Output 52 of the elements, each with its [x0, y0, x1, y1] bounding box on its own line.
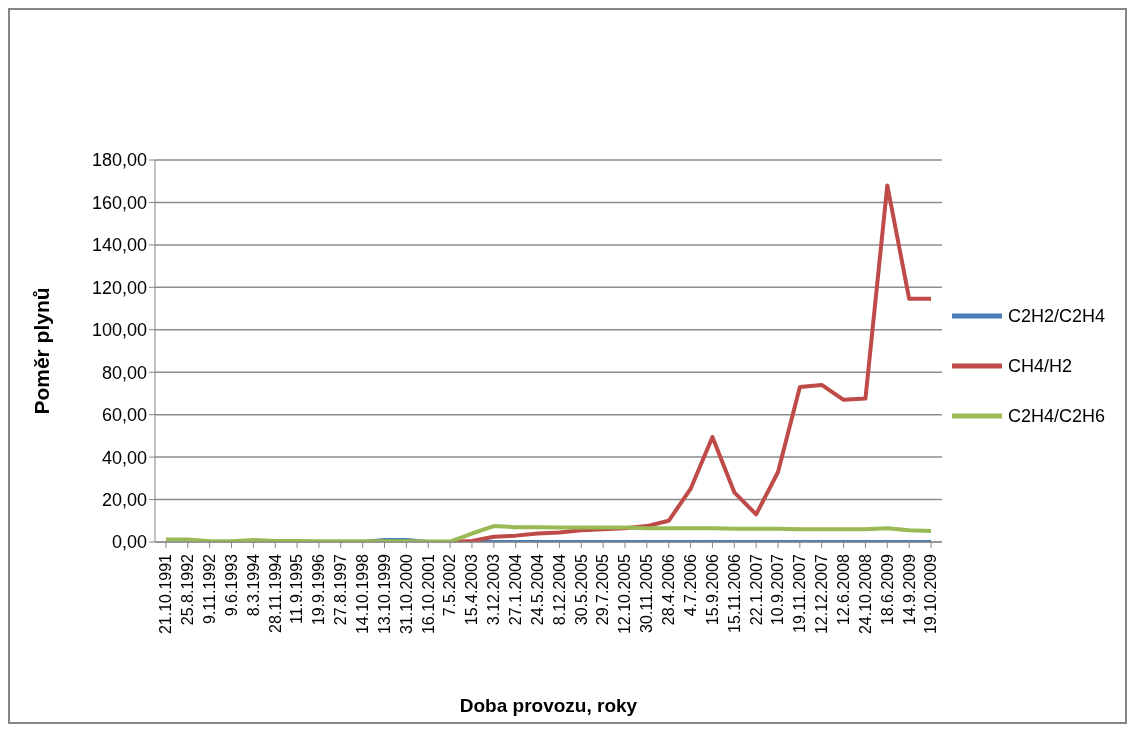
x-tick-label: 13.10.1999 [375, 553, 393, 635]
y-tick-label: 60,00 [101, 405, 147, 426]
x-tick-label: 14.10.1998 [354, 553, 372, 635]
y-tick-label: 0,00 [111, 532, 147, 553]
y-tick-label: 80,00 [101, 362, 147, 383]
x-tick-label: 19.10.2009 [922, 553, 940, 635]
y-tick-label: 120,00 [91, 277, 147, 298]
x-tick-label: 8.3.1994 [244, 553, 262, 617]
legend-label: C2H4/C2H6 [1007, 405, 1105, 427]
x-tick-label: 28.4.2006 [660, 553, 678, 626]
x-tick-label: 12.6.2008 [834, 553, 852, 626]
y-tick-label: 180,00 [91, 150, 147, 171]
y-tick-label: 140,00 [91, 235, 147, 256]
x-tick-label: 15.4.2003 [463, 553, 481, 626]
x-tick-label: 30.5.2005 [572, 553, 590, 626]
x-tick-label: 9.6.1993 [222, 553, 240, 617]
x-tick-label: 7.5.2002 [441, 553, 459, 617]
x-tick-label: 27.1.2004 [507, 553, 525, 626]
x-tick-label: 3.12.2003 [485, 553, 503, 626]
legend-label: CH4/H2 [1007, 355, 1072, 377]
x-tick-label: 12.12.2007 [813, 553, 831, 635]
x-tick-label: 21.10.1991 [157, 553, 175, 635]
x-tick-label: 28.11.1994 [266, 553, 284, 633]
line-series [163, 524, 934, 542]
y-tick-label: 40,00 [101, 447, 147, 468]
x-tick-label: 15.11.2006 [725, 553, 743, 633]
x-tick-label: 24.10.2008 [856, 553, 874, 635]
x-tick-label: 19.9.1996 [310, 553, 328, 626]
x-tick-label: 10.9.2007 [769, 553, 787, 626]
x-tick-label: 30.11.2005 [638, 553, 656, 633]
y-tick-label: 20,00 [101, 489, 147, 510]
x-tick-label: 19.11.2007 [791, 553, 809, 633]
x-tick-label: 29.7.2005 [594, 553, 612, 626]
x-tick-label: 15.9.2006 [703, 553, 721, 626]
x-tick-label: 12.10.2005 [616, 553, 634, 635]
x-tick-label: 22.1.2007 [747, 553, 765, 626]
x-tick-label: 4.7.2006 [681, 553, 699, 617]
x-tick-label: 31.10.2000 [397, 553, 415, 635]
y-tick-label: 100,00 [91, 320, 147, 341]
x-tick-label: 14.9.2009 [900, 553, 918, 626]
x-tick-label: 25.8.1992 [179, 553, 197, 626]
x-tick-label: 8.12.2004 [550, 553, 568, 626]
legend-label: C2H2/C2H4 [1007, 305, 1105, 327]
y-tick-label: 160,00 [91, 192, 147, 213]
x-tick-label: 11.9.1995 [288, 553, 306, 624]
y-axis-title: Poměr plynů [30, 287, 54, 415]
x-tick-label: 9.11.1992 [201, 553, 219, 624]
x-tick-label: 16.10.2001 [419, 553, 437, 635]
x-axis-title: Doba provozu, roky [459, 695, 638, 716]
x-tick-label: 18.6.2009 [878, 553, 896, 626]
x-tick-label: 27.8.1997 [332, 553, 350, 626]
x-tick-label: 24.5.2004 [528, 553, 546, 626]
